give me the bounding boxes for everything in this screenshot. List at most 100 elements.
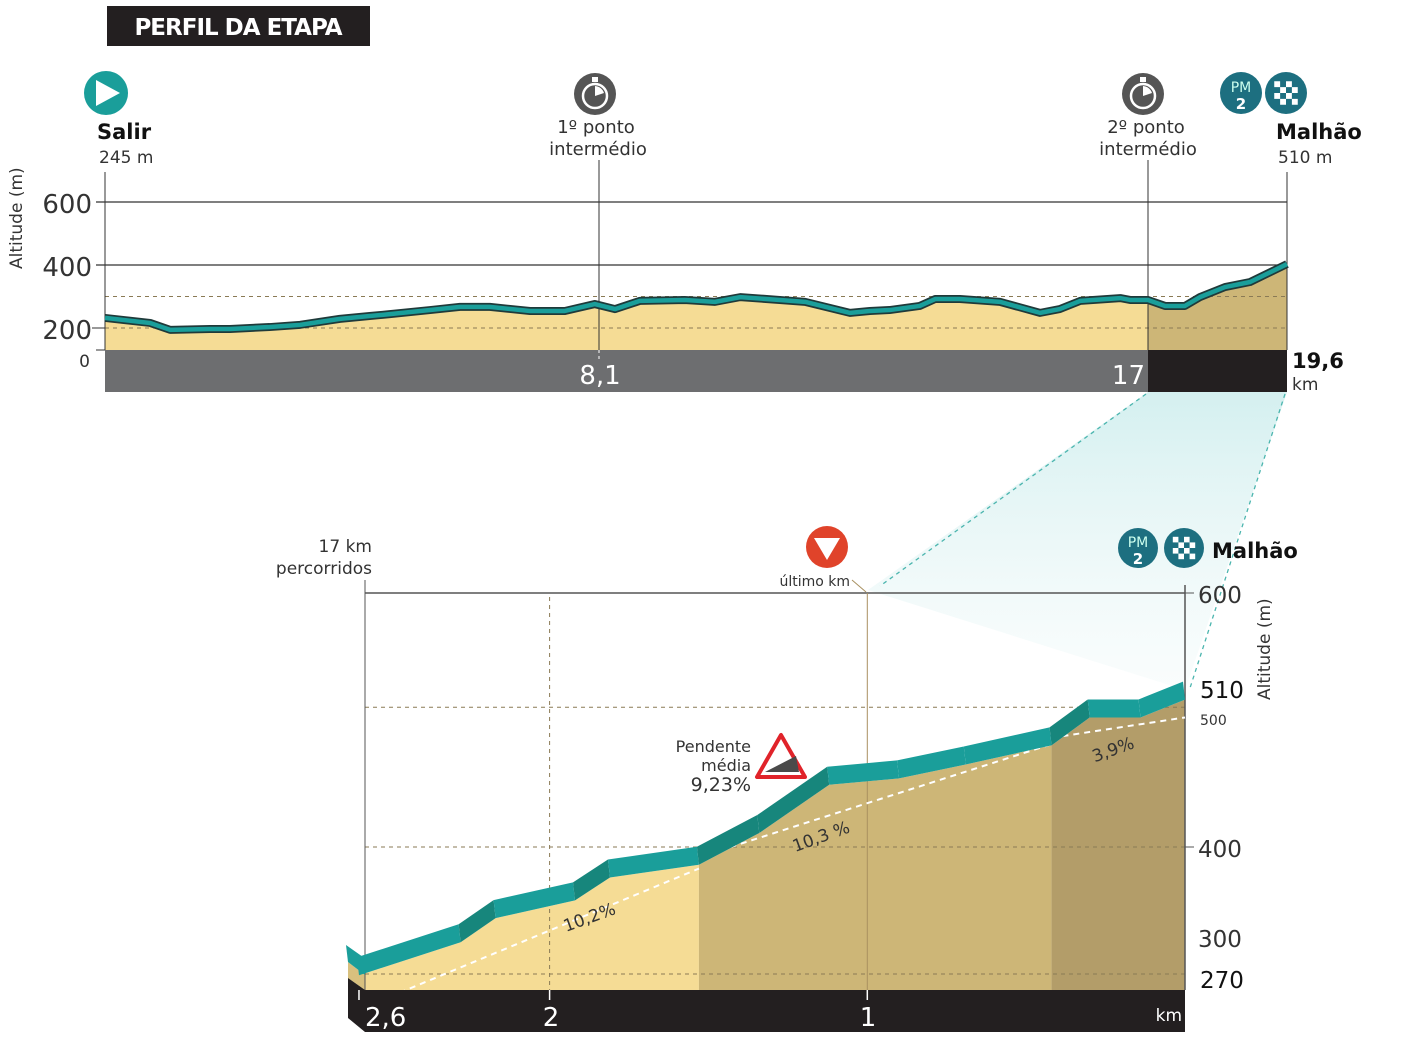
upper-y-axis: Altitude (m) 600 400 200 0 [7,167,92,372]
avg-gradient-line1: Pendente [676,737,751,756]
zoom-funnel [868,392,1287,690]
upper-y-label: Altitude (m) [7,167,27,269]
checker-square [1291,87,1298,93]
lower-finish: PM 2 Malhão [1118,528,1298,568]
road-surface-segment [1087,699,1141,718]
page-title: PERFIL DA ETAPA [134,15,342,41]
intermediate-2-line2: intermédio [1099,139,1197,160]
x-tick-2-6: 2,6 [365,1003,406,1033]
finish-marker: PM 2 Malhão 510 m [1220,72,1362,168]
intermediate-1-marker: 1º ponto intermédio [549,73,647,160]
y-tick-270: 270 [1200,968,1244,994]
road-surface-side [346,945,365,975]
road-surface-segment [963,727,1052,765]
svg-text:2: 2 [1236,95,1246,113]
climb-section-1 [358,864,699,990]
average-gradient-note: Pendente média 9,23% [676,733,807,796]
start-name: Salir [97,120,152,144]
x-tick-2: 2 [543,1003,560,1033]
gradient-guide-2 [698,743,1052,859]
x-unit: km [1156,1006,1182,1026]
avg-gradient-value: 9,23% [691,774,751,796]
mountain-pass-badge-icon: PM 2 [1118,528,1158,568]
checker-square [1189,553,1196,560]
funnel-line-left [879,393,1147,587]
finish-altitude: 510 m [1278,148,1332,168]
checker-square [1184,536,1190,543]
funnel-line-right [1189,393,1286,689]
distance-axis-band [105,350,1148,392]
svg-text:PM: PM [1128,535,1149,551]
intermediate-2-marker: 2º ponto intermédio [1099,73,1197,160]
checker-square [1286,81,1292,88]
overall-profile [92,160,1289,392]
y-tick-600: 600 [1198,583,1242,609]
x-tick-8-1: 8,1 [579,361,620,391]
lower-y-label: Altitude (m) [1255,598,1275,700]
last-km-label: último km [779,574,850,590]
checker-square [1178,542,1184,548]
title-box [107,6,370,46]
profile-area-final [1148,264,1287,350]
checker-square [1286,93,1292,99]
play-triangle [96,80,120,106]
climb-section-2 [698,745,1052,990]
start-marker: Salir 245 m [84,71,153,168]
checker-square [1274,93,1281,99]
svg-text:2: 2 [1133,550,1143,568]
checker-square [1280,98,1286,105]
checker-square [1274,81,1281,88]
checker-square [1280,87,1286,93]
total-distance: 19,6 [1292,349,1344,373]
lower-finish-name: Malhão [1212,539,1298,563]
x-tick-17: 17 [1112,361,1145,391]
intermediate-2-line1: 2º ponto [1107,117,1185,138]
road-surface-segment [356,924,461,976]
distance-axis-band-final [1148,350,1287,392]
final-climb-profile [346,579,1194,1032]
distance-axis-band [348,978,1185,1032]
start-altitude: 245 m [99,148,153,168]
y-tick-400: 400 [42,253,92,283]
road-surface-segment [1138,681,1185,718]
y-tick-300: 300 [1198,927,1242,953]
stopwatch-icon [574,73,616,115]
gradient-warning-icon [755,733,807,779]
finish-name: Malhão [1276,120,1362,144]
road-surface-segment [493,882,576,919]
checker-square [1172,536,1179,543]
stopwatch-icon [1122,73,1164,115]
gradient-guide-3 [1051,716,1186,739]
avg-gradient-line2: média [701,756,751,775]
road-surface-segment [897,746,966,779]
checker-square [1184,548,1190,554]
x-tick-1: 1 [860,1003,877,1033]
road-surface-segment [607,846,699,878]
checker-square [1189,542,1196,548]
svg-text:PM: PM [1231,80,1252,96]
finish-checkered-icon [1164,528,1204,568]
profile-side [348,962,365,990]
y-tick-600: 600 [42,190,92,220]
finish-checkered-icon [1265,72,1307,114]
climb-section-3 [1051,699,1185,990]
last-km-marker: último km [779,526,850,590]
lower-start-line2: percorridos [276,559,372,579]
lower-start-line1: 17 km [319,537,372,557]
road-surface-segment [458,900,496,943]
mountain-pass-badge-icon: PM 2 [1220,72,1262,114]
intermediate-1-line1: 1º ponto [557,117,635,138]
y-tick-510: 510 [1200,678,1244,704]
road-surface-segment [827,760,900,785]
checker-square [1291,98,1298,105]
road-surface-segment [696,815,760,865]
y-tick-500: 500 [1200,713,1227,729]
total-distance-unit: km [1292,375,1318,395]
last-km-pointer [851,579,867,593]
checker-square [1178,553,1184,560]
profile-line [104,262,1288,333]
road-surface-segment [1049,699,1090,746]
intermediate-1-line2: intermédio [549,139,647,160]
road-surface-segment [573,859,610,901]
